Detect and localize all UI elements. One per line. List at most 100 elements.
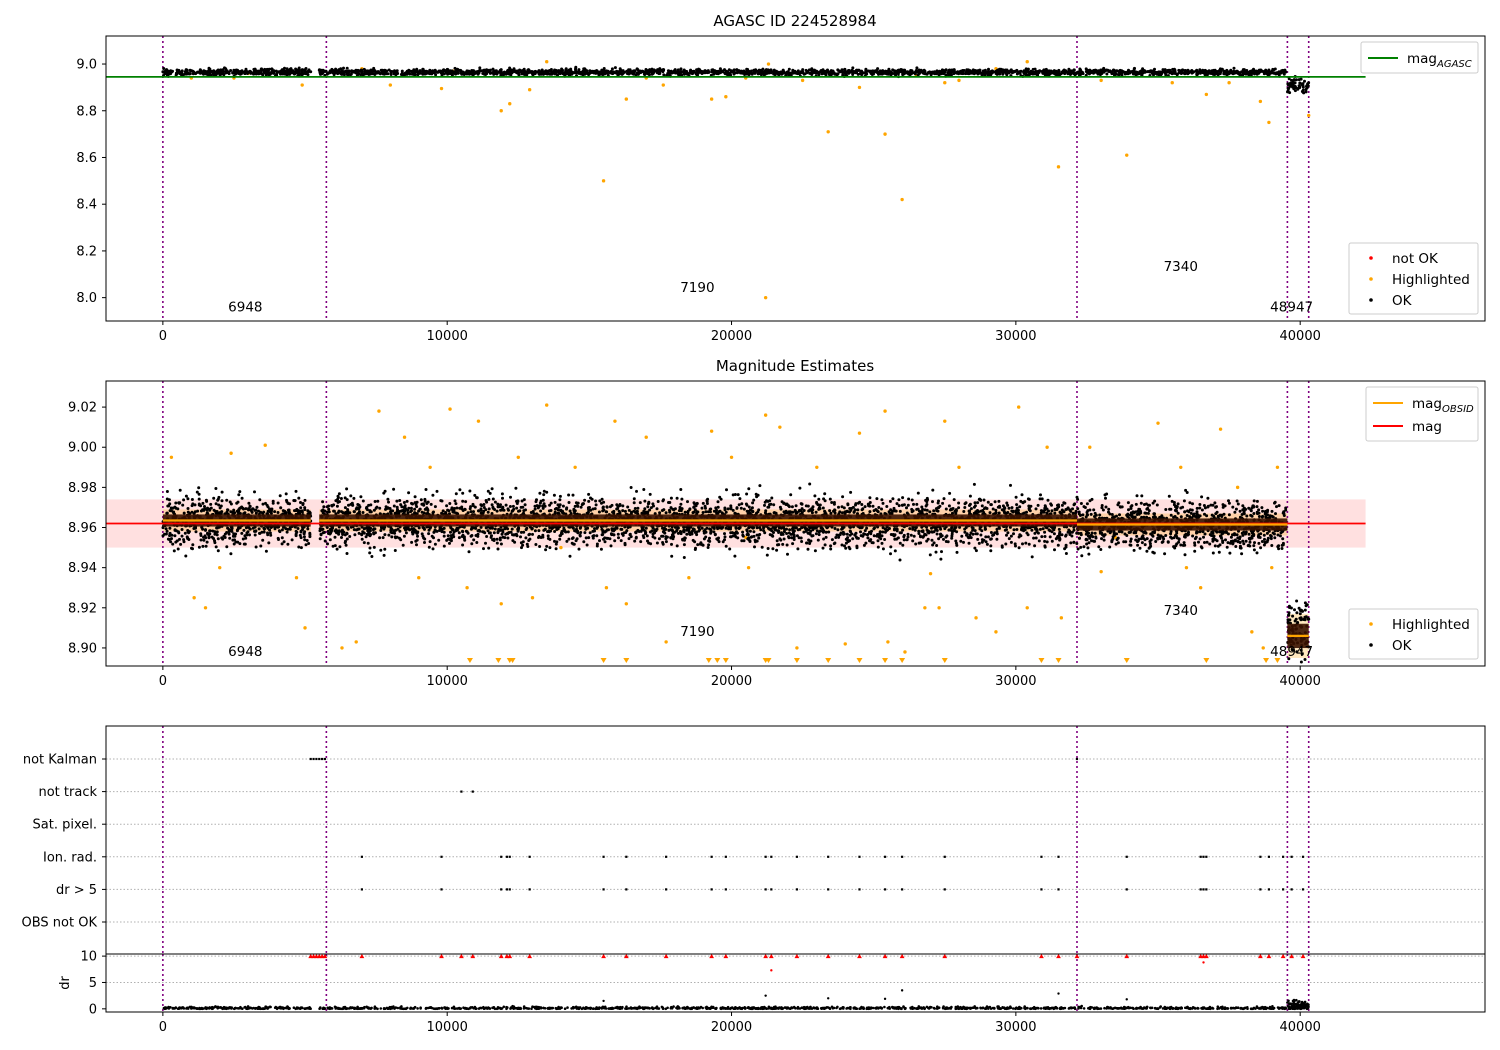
ok-point xyxy=(420,72,424,75)
ok-point xyxy=(174,506,178,510)
ok-point xyxy=(252,67,256,71)
ok-point xyxy=(341,72,345,76)
highlighted-point xyxy=(613,419,617,423)
ok-point xyxy=(666,72,670,75)
ok-point xyxy=(211,529,215,533)
ok-point xyxy=(191,547,194,551)
ok-point xyxy=(349,72,353,76)
ok-point xyxy=(609,532,613,536)
ok-point xyxy=(213,541,217,545)
ok-point xyxy=(495,509,499,513)
ok-point xyxy=(1305,85,1308,88)
ok-point xyxy=(540,68,544,72)
ok-point xyxy=(676,72,680,75)
highlighted-point xyxy=(1275,465,1280,470)
ok-point xyxy=(771,547,775,551)
ok-point xyxy=(567,73,571,77)
ok-point xyxy=(245,533,249,537)
ok-point xyxy=(417,526,421,530)
highlighted-point xyxy=(1218,427,1223,431)
ok-point xyxy=(675,512,679,516)
ok-point xyxy=(446,534,450,538)
ok-point xyxy=(1297,78,1301,82)
ok-point xyxy=(712,71,716,75)
ok-point xyxy=(633,539,637,543)
ok-point xyxy=(1092,71,1095,75)
ok-point xyxy=(266,533,270,537)
ok-point xyxy=(1010,506,1014,510)
highlighted-point xyxy=(1198,586,1203,590)
ok-point xyxy=(276,501,280,505)
ok-point xyxy=(900,70,904,74)
highlighted-point xyxy=(1170,81,1174,85)
ok-point xyxy=(190,504,194,508)
ok-point xyxy=(876,539,880,543)
ok-point xyxy=(544,548,548,552)
ok-point xyxy=(919,541,923,545)
ok-point xyxy=(922,68,926,72)
ok-point xyxy=(980,504,984,508)
ok-point xyxy=(1198,70,1202,74)
ok-point xyxy=(218,506,222,510)
ok-point xyxy=(212,71,216,75)
ok-point xyxy=(343,541,347,545)
ok-point xyxy=(679,70,682,73)
ok-point xyxy=(632,501,636,505)
ok-point xyxy=(729,73,733,77)
ok-point xyxy=(1014,495,1018,499)
ok-point xyxy=(292,499,296,502)
highlighted-point xyxy=(1056,165,1061,169)
ok-point xyxy=(1273,67,1277,71)
highlighted-point xyxy=(857,431,862,435)
ok-point xyxy=(242,542,246,546)
ok-point xyxy=(177,501,181,505)
ok-point xyxy=(173,534,177,538)
ok-point xyxy=(1096,70,1100,74)
ok-point xyxy=(588,531,592,535)
ok-point xyxy=(433,542,437,546)
highlighted-point xyxy=(1179,465,1183,470)
highlighted-point xyxy=(644,435,648,439)
ok-point xyxy=(357,72,361,76)
ok-point xyxy=(556,69,560,73)
ok-point xyxy=(1232,66,1236,70)
ok-point xyxy=(745,67,749,71)
ok-point xyxy=(305,539,309,542)
ok-point xyxy=(445,504,449,508)
ok-point xyxy=(775,539,779,543)
ok-point xyxy=(191,72,195,76)
ok-point xyxy=(808,482,812,486)
ok-point xyxy=(419,498,423,502)
ok-point xyxy=(395,535,399,539)
ok-point xyxy=(345,537,349,541)
ok-point xyxy=(254,545,258,549)
ok-point xyxy=(235,509,239,513)
ok-point xyxy=(1216,73,1220,77)
ok-point xyxy=(1301,88,1305,92)
ok-point xyxy=(259,544,263,548)
ok-point xyxy=(214,487,218,490)
ok-point xyxy=(242,528,246,532)
ok-point xyxy=(553,530,557,533)
ok-point xyxy=(184,494,188,498)
highlighted-point xyxy=(624,602,629,606)
ok-point xyxy=(464,71,468,75)
ok-point xyxy=(204,528,207,532)
ok-point xyxy=(240,70,244,74)
highlighted-point xyxy=(763,295,768,300)
ok-point xyxy=(186,530,190,534)
ok-point xyxy=(997,499,1001,503)
highlighted-point xyxy=(923,606,927,610)
ok-point xyxy=(456,71,460,74)
ok-point xyxy=(1304,90,1308,94)
highlighted-point xyxy=(900,197,904,202)
ok-point xyxy=(304,543,308,547)
ok-point xyxy=(430,72,434,76)
ok-point xyxy=(301,502,305,505)
highlighted-point xyxy=(766,62,771,66)
ok-point xyxy=(601,72,605,76)
ok-point xyxy=(234,72,238,76)
ok-point xyxy=(1183,72,1187,76)
ok-point xyxy=(1255,72,1259,75)
